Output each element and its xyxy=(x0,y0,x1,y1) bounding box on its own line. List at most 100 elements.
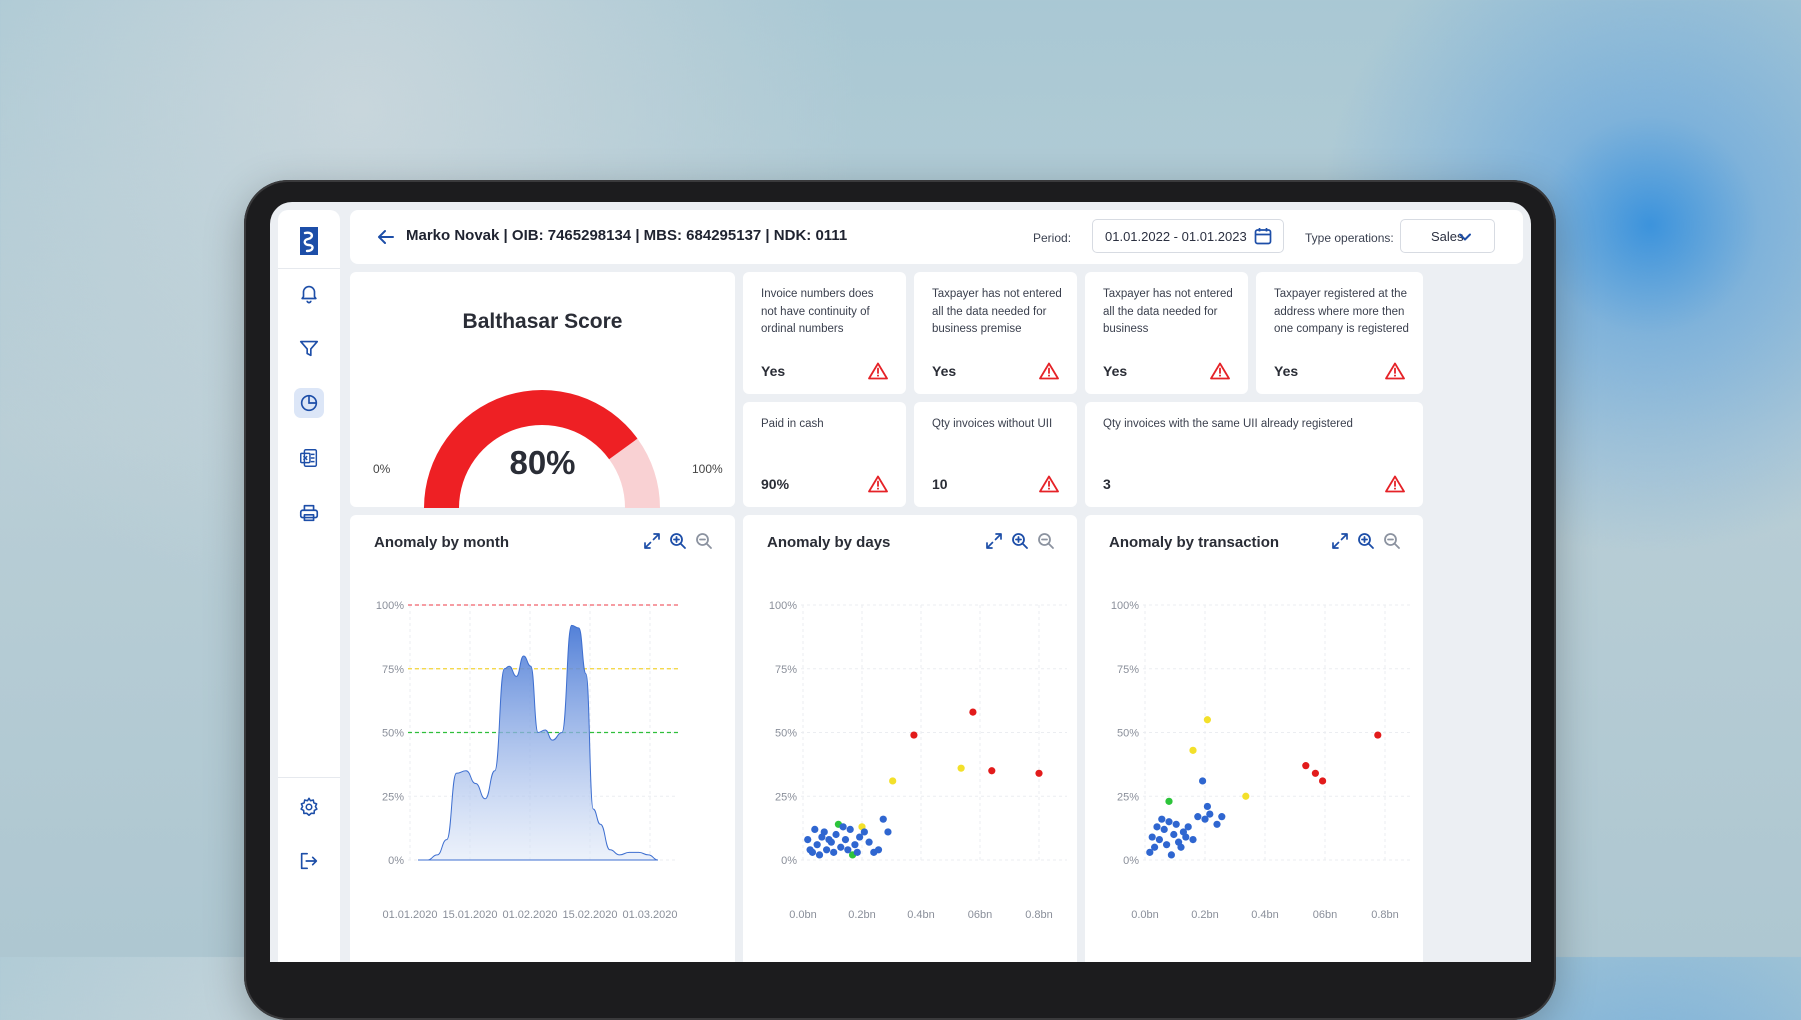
flag-value: Yes xyxy=(1274,363,1299,379)
flag-card: Qty invoices without UII 10 xyxy=(914,402,1077,507)
scatter-point xyxy=(813,841,821,849)
flag-value: 90% xyxy=(761,476,790,492)
printer-icon[interactable] xyxy=(294,498,324,528)
bell-icon[interactable] xyxy=(294,278,324,308)
scatter-point xyxy=(1189,836,1197,844)
filter-icon[interactable] xyxy=(294,333,324,363)
x-tick-label: 06bn xyxy=(968,909,992,921)
scatter-point xyxy=(823,846,831,854)
scatter-point xyxy=(1155,836,1163,844)
scatter-point xyxy=(884,828,892,836)
scatter-point xyxy=(1201,815,1209,823)
chart-title: Anomaly by days xyxy=(767,534,891,551)
gauge-track xyxy=(609,438,660,508)
flag-card: Taxpayer registered at the address where… xyxy=(1256,272,1423,394)
flag-card: Qty invoices with the same UII already r… xyxy=(1085,402,1423,507)
scatter-point xyxy=(1170,830,1178,839)
scatter-point xyxy=(957,764,965,772)
scatter-point xyxy=(830,848,838,856)
flag-value: Yes xyxy=(932,363,957,379)
scatter-point xyxy=(910,731,918,739)
type-operations-select[interactable]: Sales xyxy=(1400,219,1495,253)
zoom-in-icon[interactable] xyxy=(669,532,687,550)
y-tick-label: 100% xyxy=(1111,600,1139,612)
flag-text: Invoice numbers does not have continuity… xyxy=(761,288,874,335)
app-screen: Marko Novak | OIB: 7465298134 | MBS: 684… xyxy=(270,202,1531,962)
scatter-point xyxy=(1242,792,1250,800)
warning-icon xyxy=(1385,475,1405,493)
y-tick-label: 75% xyxy=(1117,664,1139,676)
expand-icon[interactable] xyxy=(1331,532,1349,550)
scatter-point xyxy=(1203,716,1211,724)
chart-toolbar xyxy=(1331,532,1401,550)
pie-chart-icon[interactable] xyxy=(294,388,324,418)
scatter-point xyxy=(815,851,824,859)
period-label: Period: xyxy=(1033,231,1072,245)
scatter-point xyxy=(856,833,864,841)
scatter-point xyxy=(1163,841,1171,849)
period-date-picker[interactable]: 01.01.2022 - 01.01.2023 xyxy=(1092,219,1284,253)
scatter-point xyxy=(806,846,814,854)
expand-icon[interactable] xyxy=(985,532,1003,550)
warning-icon xyxy=(1039,475,1059,493)
logo-icon[interactable] xyxy=(293,224,325,258)
scatter-point xyxy=(1203,802,1211,811)
flag-value: 3 xyxy=(1103,476,1111,492)
chart-title: Anomaly by transaction xyxy=(1109,534,1280,551)
scatter-point xyxy=(1165,797,1173,805)
y-tick-label: 0% xyxy=(781,855,797,867)
scatter-point xyxy=(837,843,845,851)
zoom-out-icon[interactable] xyxy=(1037,532,1055,550)
zoom-out-icon[interactable] xyxy=(695,532,713,550)
scatter-point xyxy=(1184,823,1192,831)
y-tick-label: 50% xyxy=(382,728,404,740)
zoom-out-icon[interactable] xyxy=(1383,532,1401,550)
gear-icon[interactable] xyxy=(294,792,324,822)
x-tick-label: 0.8bn xyxy=(1371,909,1399,921)
scatter-point xyxy=(811,825,819,833)
chart-title: Anomaly by month xyxy=(374,534,510,551)
scatter-point xyxy=(820,828,828,836)
y-tick-label: 75% xyxy=(382,664,404,676)
x-tick-label: 0.0bn xyxy=(1131,909,1159,921)
x-tick-label: 06bn xyxy=(1313,909,1337,921)
chevron-down-icon xyxy=(1459,233,1471,241)
period-value: 01.01.2022 - 01.01.2023 xyxy=(1105,229,1247,244)
x-tick-label: 01.02.2020 xyxy=(502,909,557,921)
x-tick-label: 0.2bn xyxy=(848,909,876,921)
excel-icon[interactable] xyxy=(294,443,324,473)
scatter-point xyxy=(988,767,996,775)
scatter-point xyxy=(1213,820,1221,828)
warning-icon xyxy=(868,362,888,380)
warning-icon xyxy=(1210,362,1230,380)
anomaly-by-month-chart: 100% 75% 50% 25% 0% 01.01.2020 15.01.2020 01.02… xyxy=(376,600,678,921)
type-operations-value: Sales xyxy=(1431,229,1464,244)
zoom-in-icon[interactable] xyxy=(1357,532,1375,550)
flag-value: Yes xyxy=(761,363,786,379)
gauge-min-label: 0% xyxy=(373,462,391,476)
scatter-point xyxy=(874,846,883,854)
scatter-point xyxy=(1374,731,1382,739)
scatter-point xyxy=(1160,825,1168,833)
anomaly-by-days-card: Anomaly by days 100% 75% 50% 25% 0% 0.0bn 0.2b… xyxy=(743,515,1077,962)
y-tick-label: 25% xyxy=(775,791,797,803)
scatter-point xyxy=(1151,843,1159,851)
scatter-point xyxy=(1035,769,1043,777)
scatter-point xyxy=(1167,851,1175,859)
expand-icon[interactable] xyxy=(643,532,661,550)
zoom-in-icon[interactable] xyxy=(1011,532,1029,550)
warning-icon xyxy=(1385,362,1405,380)
calendar-icon[interactable] xyxy=(1253,226,1273,246)
score-value: 80% xyxy=(509,444,576,481)
anomaly-by-transaction-chart: 100% 75% 50% 25% 0% 0.0bn 0.2bn 0.4bn 06bn 0.8bn xyxy=(1111,600,1413,921)
y-tick-label: 75% xyxy=(775,664,797,676)
scatter-point xyxy=(839,823,847,831)
scatter-point xyxy=(1218,813,1226,821)
gauge-max-label: 100% xyxy=(692,462,723,476)
logout-icon[interactable] xyxy=(294,846,324,876)
scatter-point xyxy=(841,836,850,844)
anomaly-by-days-chart: 100% 75% 50% 25% 0% 0.0bn 0.2bn 0.4bn 06bn 0.8bn xyxy=(769,600,1067,921)
back-arrow-icon[interactable] xyxy=(376,227,396,247)
flag-card: Taxpayer has not entered all the data ne… xyxy=(1085,272,1248,394)
flag-text: Paid in cash xyxy=(761,418,824,430)
